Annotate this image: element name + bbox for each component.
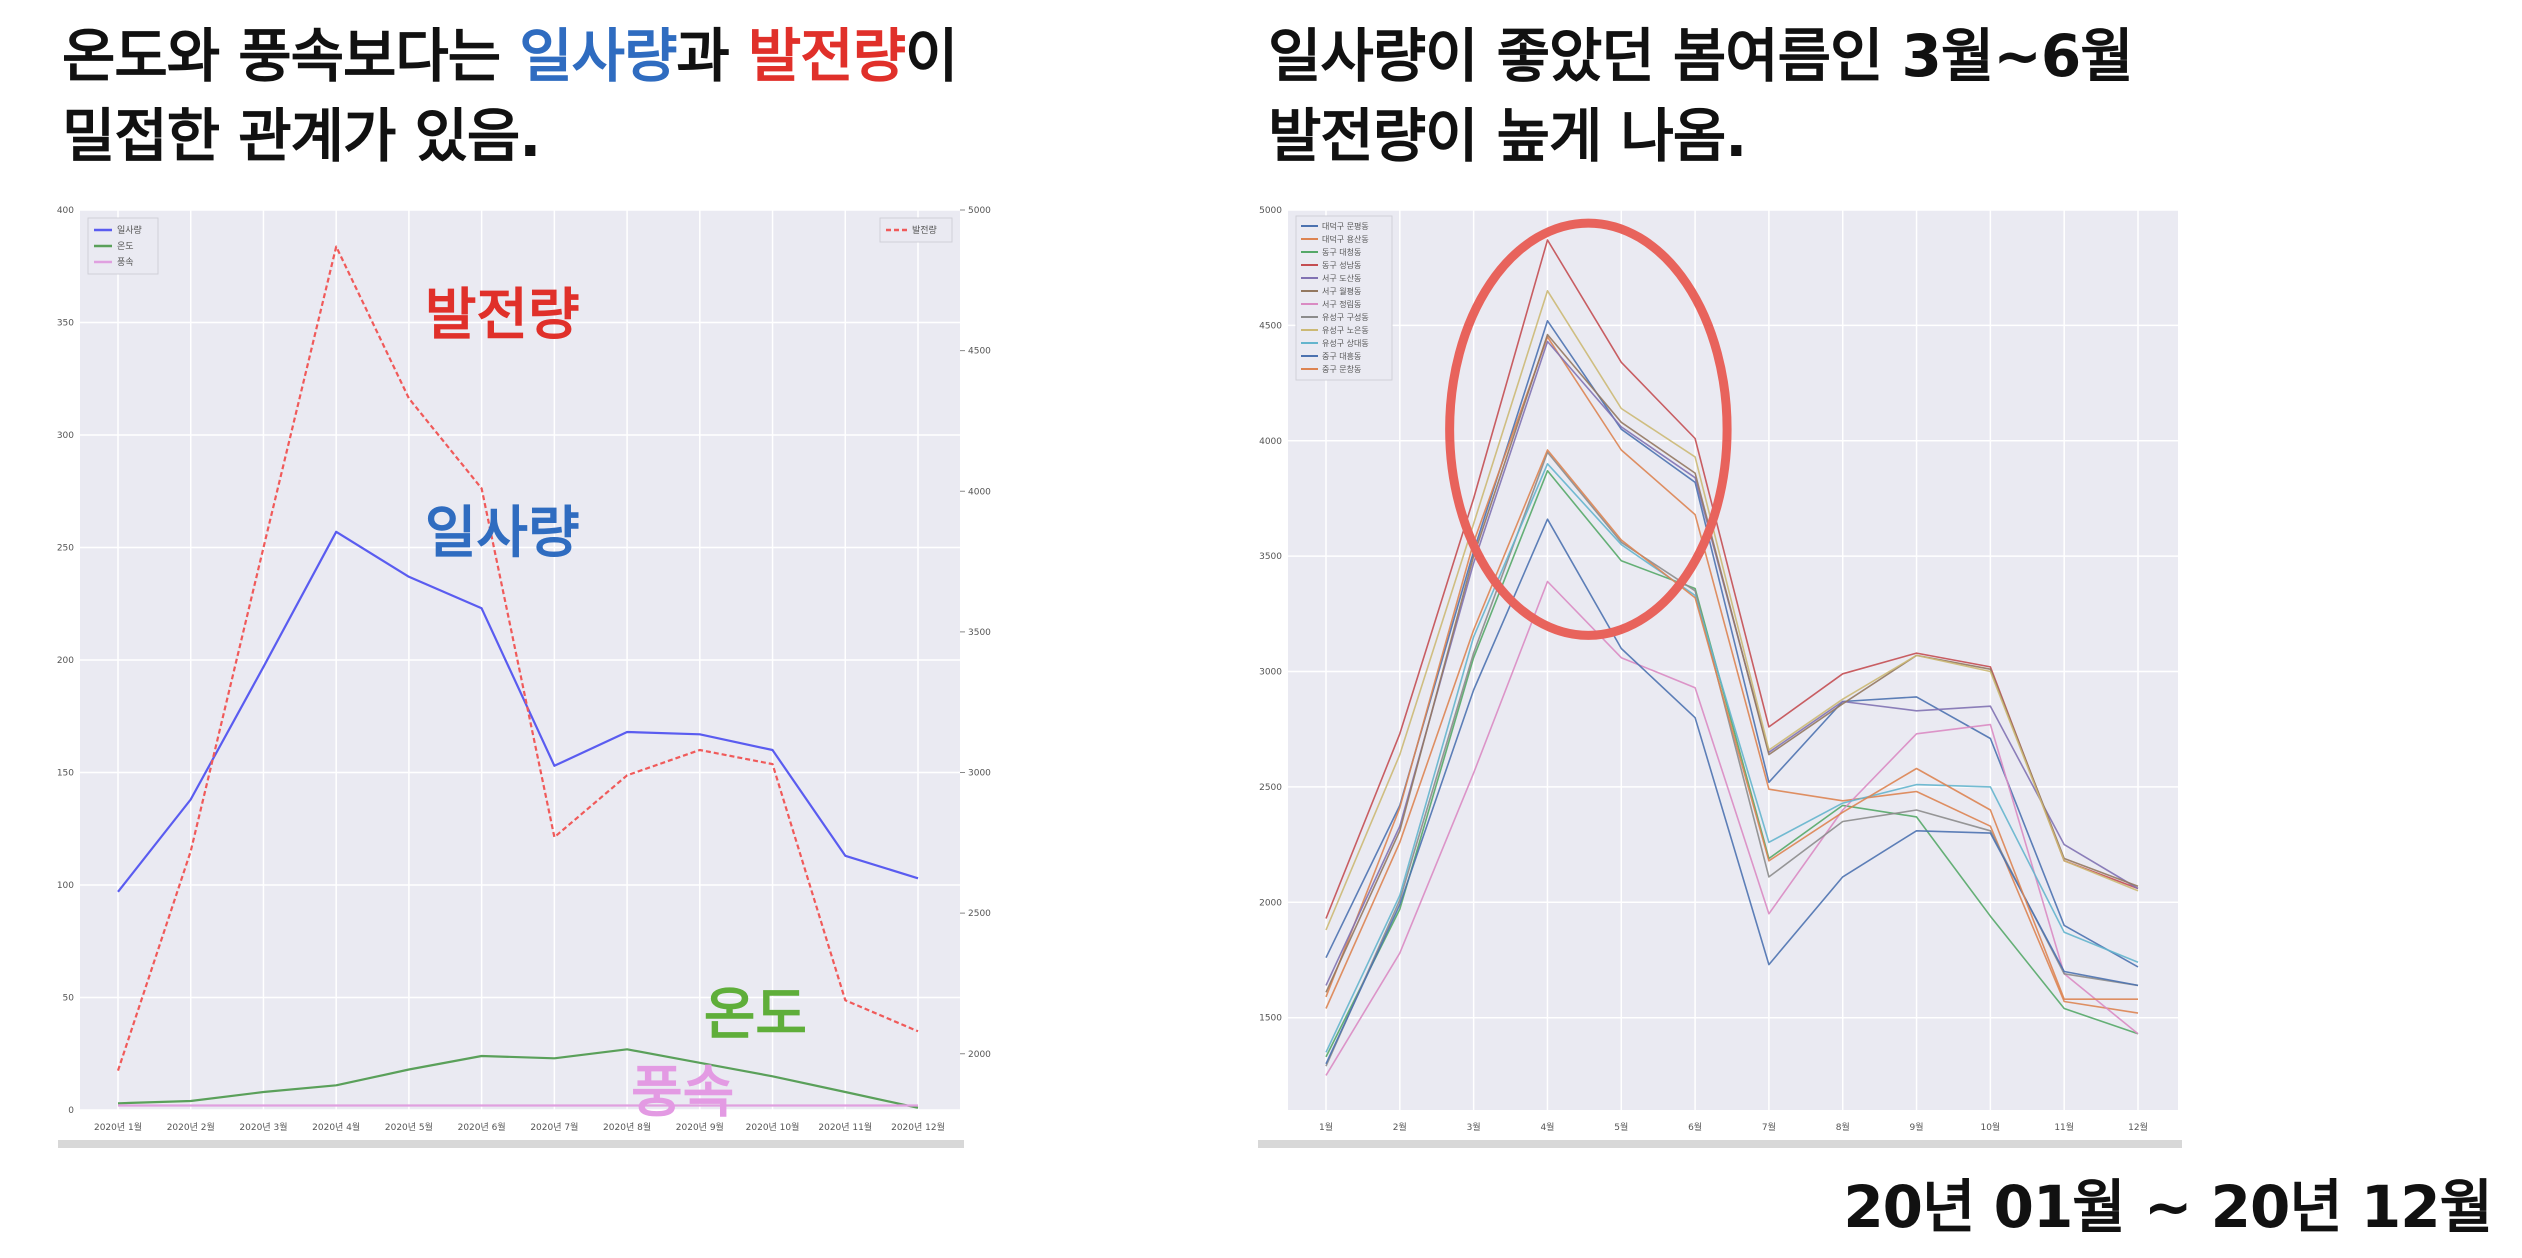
y-tick: 5000 [1259, 206, 1282, 216]
x-tick: 10월 [1980, 1121, 2000, 1133]
headline-right: 일사량이 좋았던 봄여름인 3월~6월 발전량이 높게 나옴. [1268, 16, 2468, 176]
series-line-중구 문창동 [1325, 449, 2138, 1009]
y-tick: 4000 [1259, 437, 1282, 447]
legend-label: 동구 대청동 [1322, 248, 1361, 257]
y-tick-right: 4000 [968, 487, 991, 497]
x-tick: 4월 [1540, 1121, 1554, 1133]
legend-label: 서구 월평동 [1322, 286, 1361, 296]
legend-label: 발전량 [912, 224, 937, 236]
y-tick-right: 5000 [968, 206, 991, 216]
series-line-서구 정림동 [1325, 580, 2139, 1076]
series-line-유성구 상대동 [1325, 462, 2139, 1053]
y-tick-left: 100 [57, 881, 74, 891]
x-tick: 2020년 11월 [818, 1121, 872, 1133]
plot-area [1288, 210, 2178, 1110]
x-tick: 2020년 3월 [239, 1121, 287, 1133]
series-line-동구 대청동 [1325, 469, 2139, 1058]
y-tick: 4500 [1259, 321, 1282, 331]
legend-label: 대덕구 문평동 [1322, 221, 1369, 231]
x-tick: 2020년 10월 [746, 1121, 800, 1133]
y-tick: 3500 [1259, 552, 1282, 562]
district-power-chart-svg: 1500 2000 2500 3000 3500 4000 4500 5000 1월 2월 3월 4월… [1252, 192, 2190, 1148]
y-tick-right: 3000 [968, 769, 991, 779]
series-line-일사량 [117, 530, 919, 893]
legend-label: 중구 문창동 [1322, 365, 1361, 374]
x-tick: 2020년 9월 [676, 1121, 724, 1133]
legend-label: 풍속 [117, 257, 134, 268]
y-tick-left: 200 [57, 656, 74, 666]
headline-left-line2: 밀접한 관계가 있음. [62, 102, 541, 170]
legend-label: 유성구 상대동 [1322, 338, 1369, 348]
headline-solar-word: 일사량 [519, 22, 677, 90]
legend-label: 유성구 노은동 [1322, 326, 1369, 335]
x-tick: 2020년 2월 [167, 1121, 215, 1133]
annotation-온도: 온도 [704, 983, 807, 1048]
y-tick-right: 3500 [968, 628, 991, 638]
legend-label: 일사량 [117, 224, 142, 236]
series-line-발전량 [116, 245, 919, 1071]
x-tick: 2020년 12월 [891, 1121, 945, 1133]
legend-label: 대덕구 용산동 [1322, 234, 1369, 244]
series-line-서구 월평동 [1325, 333, 2139, 993]
series-line-대덕구 문평동 [1325, 320, 2139, 968]
y-tick-left: 0 [68, 1106, 74, 1116]
annotation-발전량: 발전량 [425, 283, 580, 348]
y-tick-left: 350 [57, 319, 74, 329]
period-label: 20년 01월 ~ 20년 12월 [1843, 1173, 2493, 1241]
y-tick-left: 150 [57, 769, 74, 779]
x-tick: 2020년 8월 [603, 1121, 651, 1133]
monthly-comparison-chart-svg: 0 50 100 150 200 250 300 350 400 2020년 1월 2020년 2월… [52, 190, 991, 1148]
y-tick-left: 400 [57, 206, 74, 216]
headline-left-mid: 과 [676, 22, 748, 90]
series-line-유성구 노은동 [1325, 290, 2139, 931]
headline-left: 온도와 풍속보다는 일사량과 발전량이 밀접한 관계가 있음. [62, 16, 1212, 176]
legend-label: 서구 도산동 [1322, 273, 1361, 283]
annotation-풍속: 풍속 [631, 1061, 734, 1126]
series-line-온도 [117, 1048, 919, 1109]
annotation-일사량: 일사량 [425, 501, 580, 566]
y-tick-right: 4500 [968, 347, 991, 357]
y-tick-left: 250 [57, 544, 74, 554]
y-tick-left: 50 [63, 994, 75, 1004]
y-tick: 2500 [1259, 783, 1282, 793]
y-tick: 1500 [1259, 1014, 1282, 1024]
y-tick: 2000 [1259, 898, 1282, 908]
x-tick: 6월 [1688, 1121, 1702, 1133]
legend-right-box [879, 217, 953, 243]
highlight-ellipse [1445, 218, 1732, 640]
legend-label: 유성구 구성동 [1322, 313, 1369, 322]
x-tick: 7월 [1762, 1121, 1776, 1133]
legend-box [1295, 215, 1393, 381]
x-tick: 8월 [1836, 1121, 1850, 1133]
legend-label: 서구 정림동 [1322, 299, 1361, 309]
headline-right-line2: 발전량이 높게 나옴. [1268, 102, 1747, 170]
headline-right-line1: 일사량이 좋았던 봄여름인 3월~6월 [1268, 22, 2134, 90]
x-tick: 2020년 7월 [530, 1121, 578, 1133]
x-tick: 11월 [2054, 1121, 2074, 1133]
x-tick: 2월 [1393, 1121, 1407, 1133]
x-tick: 2020년 4월 [312, 1121, 360, 1133]
legend-label: 동구 성남동 [1322, 261, 1361, 270]
y-tick-right: 2500 [968, 909, 991, 919]
x-tick: 1월 [1319, 1121, 1333, 1133]
legend-label: 중구 대흥동 [1322, 351, 1361, 361]
headline-left-suffix: 이 [905, 22, 958, 90]
legend-label: 온도 [117, 241, 134, 252]
x-tick: 5월 [1614, 1121, 1628, 1133]
headline-left-prefix: 온도와 풍속보다는 [62, 22, 520, 90]
y-tick-left: 300 [57, 431, 74, 441]
x-tick: 2020년 5월 [385, 1121, 433, 1133]
district-power-chart: 1500 2000 2500 3000 3500 4000 4500 5000 1월 2월 3월 4월… [1252, 192, 2204, 1152]
series-line-중구 대흥동 [1325, 518, 2139, 1065]
x-tick: 2020년 6월 [458, 1121, 506, 1133]
x-tick: 12월 [2128, 1121, 2148, 1133]
x-tick: 9월 [1910, 1121, 1924, 1133]
x-tick: 2020년 1월 [94, 1121, 142, 1133]
headline-power-word: 발전량 [747, 22, 906, 90]
monthly-comparison-chart: 0 50 100 150 200 250 300 350 400 2020년 1월 2020년 2월… [52, 190, 1007, 1150]
y-tick: 3000 [1259, 668, 1282, 678]
y-tick-right: 2000 [968, 1050, 991, 1060]
x-tick: 3월 [1467, 1121, 1481, 1133]
